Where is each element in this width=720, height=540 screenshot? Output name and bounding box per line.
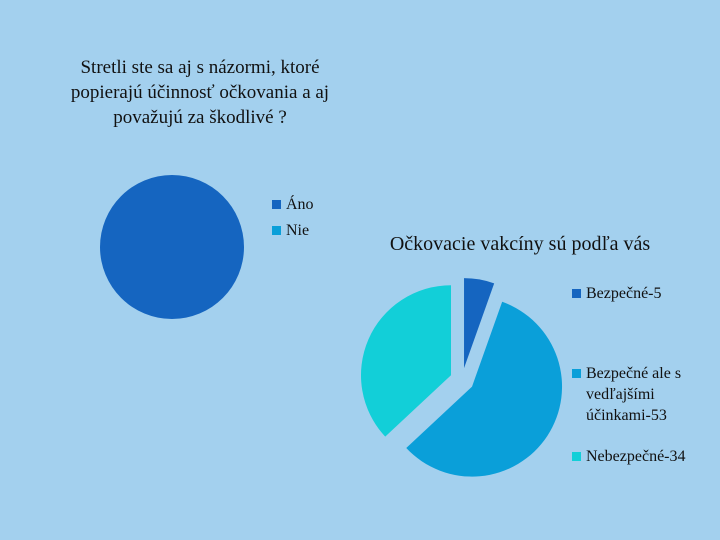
- legend-item: Nie: [272, 220, 366, 241]
- legend-item: Nebezpečné-34: [572, 446, 716, 467]
- pie-slice: [360, 285, 451, 437]
- legend-label: Nebezpečné-34: [586, 448, 686, 465]
- legend-label: Bezpečné-5: [586, 285, 662, 302]
- legend-swatch: [272, 226, 281, 235]
- legend-swatch: [272, 200, 281, 209]
- legend-swatch: [572, 452, 581, 461]
- legend-item: Áno: [272, 194, 366, 215]
- legend-item: Bezpečné-5: [572, 283, 716, 304]
- pie-slice: [100, 175, 244, 319]
- legend-label: Bezpečné ale s vedľajšími účinkami-53: [586, 365, 682, 424]
- pie-slice: [464, 278, 495, 369]
- chart-title: Stretli ste sa aj s názormi, ktoré popie…: [70, 57, 330, 128]
- chart-title: Očkovacie vakcíny sú podľa vás: [389, 233, 651, 255]
- legend-swatch: [572, 369, 581, 378]
- legend-swatch: [572, 289, 581, 298]
- pie-slice: [406, 301, 563, 477]
- legend-label: Áno: [286, 196, 314, 213]
- legend-label: Nie: [286, 222, 310, 239]
- legend-item: Bezpečné ale s vedľajšími účinkami-53: [572, 363, 716, 426]
